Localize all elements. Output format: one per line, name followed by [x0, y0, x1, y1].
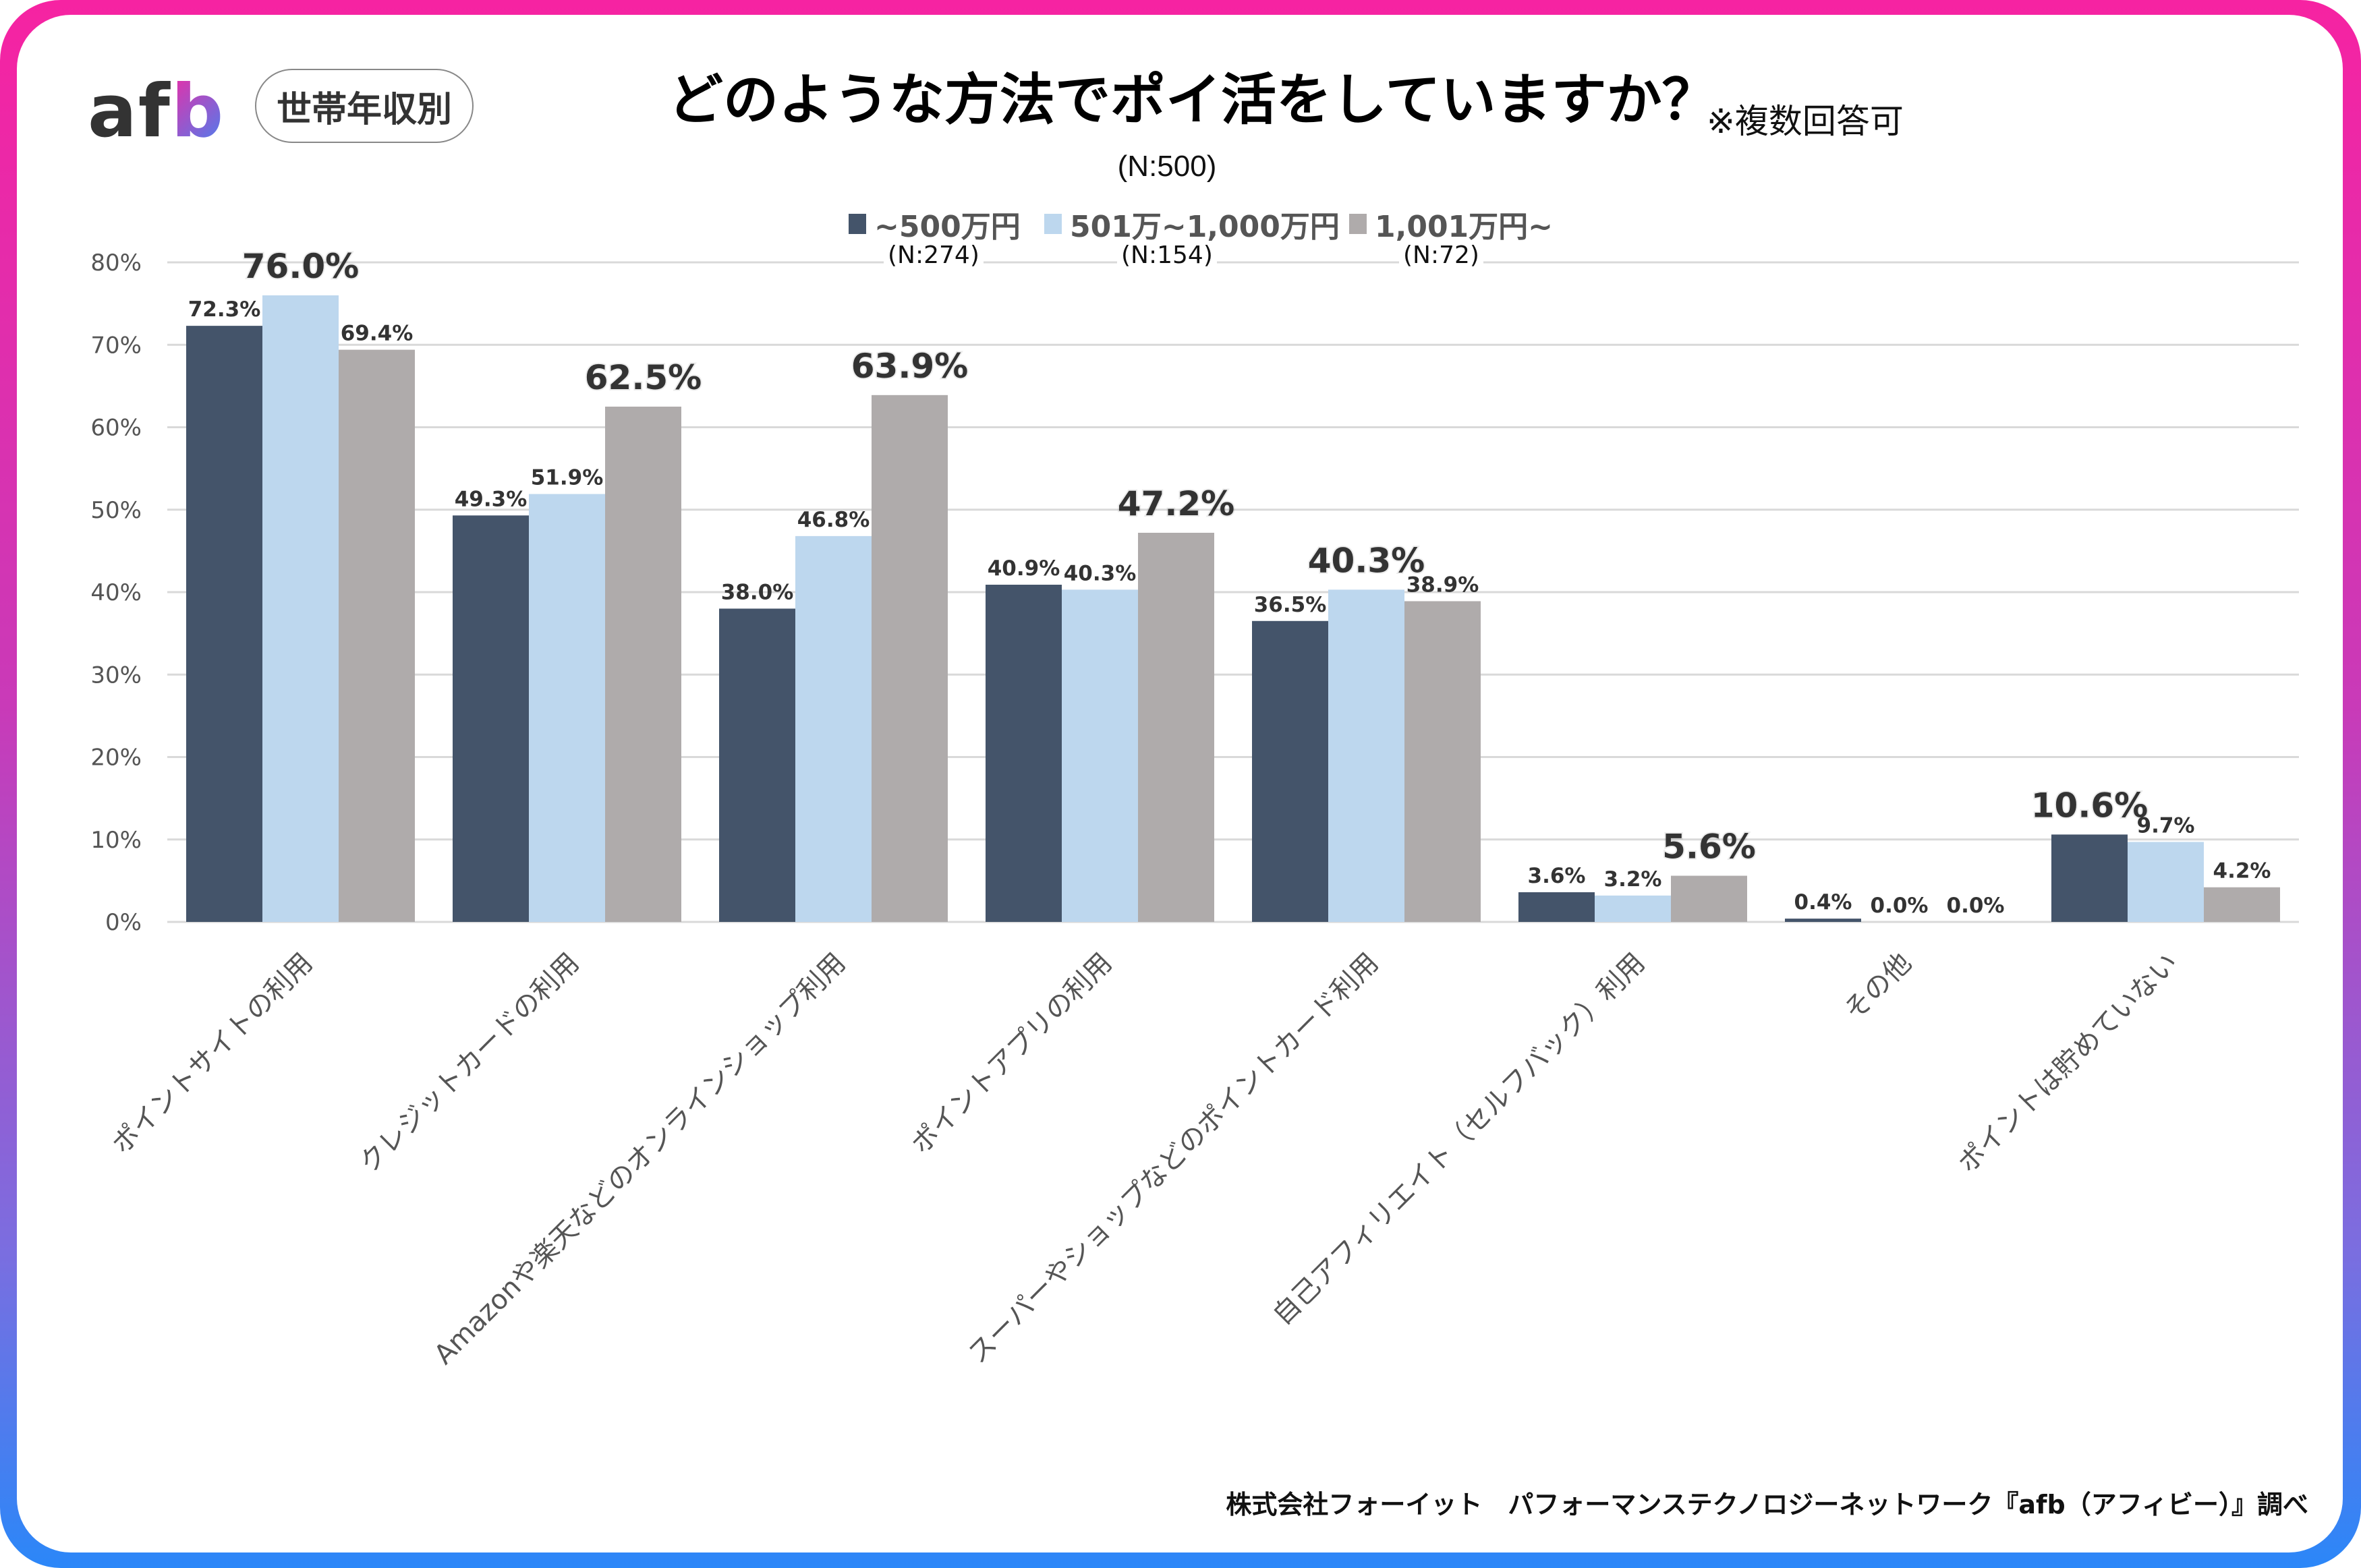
chart-title: どのような方法でポイ活をしていますか？ — [668, 68, 1717, 132]
legend-n-series-3: (N:72) — [1399, 241, 1483, 269]
bar — [339, 349, 415, 922]
bar — [2204, 887, 2280, 922]
data-label: 0.4% — [1794, 890, 1852, 914]
bar — [2051, 834, 2128, 922]
data-label: 40.3% — [1308, 541, 1425, 580]
legend-item-series-1: ~500万円 — [849, 202, 1021, 245]
data-label: 76.0% — [242, 247, 359, 286]
y-tick-label: 40% — [90, 579, 142, 606]
legend-label: 1,001万円~ — [1375, 210, 1554, 244]
data-label: 40.9% — [988, 556, 1060, 581]
bar — [1138, 532, 1214, 922]
category-label: その他 — [1838, 948, 1917, 1026]
legend-n-series-1: (N:274) — [884, 241, 984, 269]
data-label: 51.9% — [531, 466, 604, 490]
category-labels: ポイントサイトの利用 クレジットカードの利用Amazonや楽天などのオンラインショ… — [106, 948, 2184, 1371]
bar — [2128, 842, 2204, 922]
data-label: 69.4% — [341, 322, 414, 346]
title-note: ※複数回答可 — [1707, 102, 1904, 141]
afb-logo: afb — [88, 76, 225, 148]
bar — [1062, 589, 1138, 922]
legend-swatch — [1044, 214, 1062, 234]
category-label: スーパーやショップなどのポイントカード利用 — [962, 948, 1384, 1370]
legend-label: ~500万円 — [874, 210, 1021, 244]
data-label: 40.3% — [1064, 561, 1137, 585]
data-label: 3.6% — [1528, 864, 1586, 888]
y-axis-ticks: 0% 10% 20% 30% 40% 50% 60% 70% 80% — [90, 250, 142, 936]
data-label: 38.9% — [1406, 573, 1479, 597]
data-label: 0.0% — [1947, 894, 2005, 918]
sample-size: (N:500) — [1117, 150, 1217, 183]
y-tick-label: 20% — [90, 745, 142, 772]
logo-text: af — [88, 69, 171, 154]
bar — [872, 395, 948, 922]
bar — [262, 295, 339, 922]
y-tick-label: 0% — [105, 909, 142, 936]
bars — [186, 295, 2280, 922]
bar — [1518, 892, 1595, 922]
legend-swatch — [1349, 214, 1367, 234]
bar — [529, 494, 605, 922]
y-tick-label: 10% — [90, 827, 142, 854]
category-label: ポイントアプリの利用 — [905, 948, 1118, 1160]
legend-item-series-3: 1,001万円~ — [1349, 202, 1553, 245]
y-tick-label: 50% — [90, 497, 142, 524]
data-label: 5.6% — [1662, 827, 1756, 867]
legend-swatch — [849, 214, 866, 234]
category-label: ポイントは貯めていない — [1952, 948, 2184, 1180]
bar — [186, 326, 262, 922]
data-label: 3.2% — [1604, 867, 1662, 892]
bar — [719, 608, 795, 922]
bar — [795, 535, 872, 922]
bar — [1404, 601, 1481, 922]
data-label: 47.2% — [1118, 484, 1234, 523]
category-label: ポイントサイトの利用 — [106, 948, 318, 1160]
category-label: Amazonや楽天などのオンラインショップ利用 — [428, 948, 852, 1371]
y-tick-label: 60% — [90, 415, 142, 442]
data-label: 38.0% — [721, 580, 794, 604]
legend-label: 501万~1,000万円 — [1070, 210, 1340, 244]
y-tick-label: 80% — [90, 250, 142, 277]
data-label: 49.3% — [455, 487, 528, 511]
data-labels: 72.3% 76.0% 69.4% 49.3%51.9% 62.5% 38.0% 46.8%… — [188, 245, 2271, 918]
bar — [605, 406, 681, 922]
logo-text-accent: b — [171, 69, 225, 154]
data-label: 10.6% — [2031, 786, 2148, 825]
category-label: クレジットカードの利用 — [353, 948, 586, 1180]
y-tick-label: 70% — [90, 332, 142, 359]
bar — [1595, 895, 1671, 922]
data-label: 46.8% — [797, 508, 870, 532]
bar — [1785, 919, 1861, 922]
bar — [1252, 620, 1328, 922]
y-tick-label: 30% — [90, 662, 142, 689]
legend-item-series-2: 501万~1,000万円 — [1044, 202, 1340, 245]
source-credit: 株式会社フォーイット パフォーマンステクノロジーネットワーク『afb（アフィビー… — [1226, 1490, 2308, 1519]
segment-pill: 世帯年収別 — [255, 69, 474, 143]
legend-n-series-2: (N:154) — [1117, 241, 1217, 269]
data-label: 4.2% — [2213, 859, 2271, 883]
data-label: 63.9% — [851, 347, 968, 386]
bar — [986, 584, 1062, 922]
legend: ~500万円 501万~1,000万円 1,001万円~ (N:274) (N:… — [0, 202, 2361, 277]
data-label: 36.5% — [1254, 593, 1327, 617]
data-label: 62.5% — [585, 358, 702, 397]
data-label: 72.3% — [188, 297, 261, 322]
bar — [453, 515, 529, 922]
data-label: 9.7% — [2137, 813, 2195, 838]
bar — [1671, 875, 1747, 922]
data-label: 0.0% — [1871, 894, 1929, 918]
bar — [1328, 589, 1404, 922]
